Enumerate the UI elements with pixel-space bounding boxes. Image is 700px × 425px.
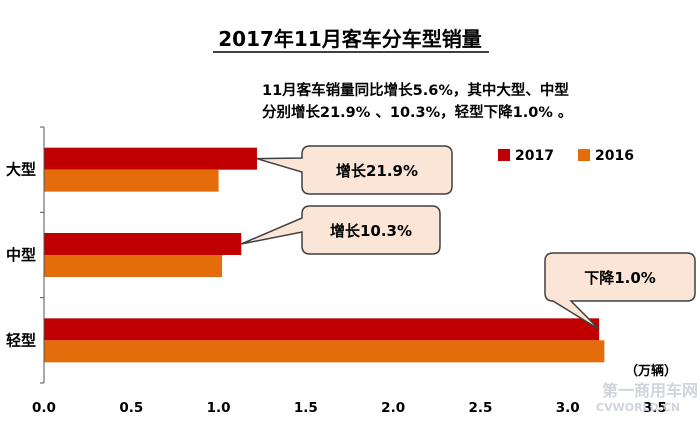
bar-2016-1 — [44, 169, 219, 192]
x-tick-label: 0.5 — [119, 400, 143, 416]
x-tick-label: 2.0 — [381, 400, 405, 416]
bars-group — [44, 147, 605, 363]
callouts-group: 增长21.9% 增长10.3% 下降1.0% — [240, 145, 696, 330]
bar-2017-3 — [44, 318, 600, 341]
bar-2016-2 — [44, 255, 223, 277]
legend-swatch-2016 — [578, 149, 590, 161]
x-tick-label: 1.5 — [294, 400, 318, 416]
watermark-subtext: CVWORLD.CN — [596, 401, 680, 414]
x-tick-label: 3.0 — [556, 400, 580, 416]
x-tick-label: 0.0 — [32, 400, 56, 416]
callout-box — [256, 145, 453, 195]
watermark: 第一商用车网 CVWORLD.CN — [596, 381, 698, 414]
callout-text: 增长21.9% — [336, 162, 418, 180]
callout-text: 下降1.0% — [584, 269, 656, 287]
callout-box — [240, 205, 441, 255]
category-label: 中型 — [6, 246, 36, 264]
legend-swatch-2017 — [498, 149, 510, 161]
watermark-text: 第一商用车网 — [602, 381, 698, 400]
x-tick-label: 3.5 — [643, 400, 667, 416]
callout-text: 增长10.3% — [330, 222, 412, 240]
x-tick-label: 1.0 — [207, 400, 231, 416]
legend-label-2017: 2017 — [515, 148, 554, 164]
chart-title: 2017年11月客车分车型销量 — [218, 27, 482, 51]
callout-box — [544, 252, 696, 330]
x-tick-label: 2.5 — [468, 400, 492, 416]
subtitle-line-1: 11月客车销量同比增长5.6%，其中大型、中型 — [262, 81, 569, 99]
callout-1: 增长21.9% — [256, 145, 453, 195]
subtitle-line-2: 分别增长21.9% 、10.3%，轻型下降1.0% 。 — [262, 103, 572, 121]
unit-label: （万辆） — [625, 363, 677, 379]
callout-3: 下降1.0% — [544, 252, 696, 330]
category-label: 轻型 — [6, 331, 36, 349]
bar-2017-1 — [44, 147, 257, 170]
bar-2016-3 — [44, 340, 605, 363]
legend-label-2016: 2016 — [595, 148, 634, 164]
callout-2: 增长10.3% — [240, 205, 441, 255]
category-label: 大型 — [6, 161, 36, 179]
bar-2017-2 — [44, 233, 242, 255]
legend: 2017 2016 — [498, 148, 634, 164]
